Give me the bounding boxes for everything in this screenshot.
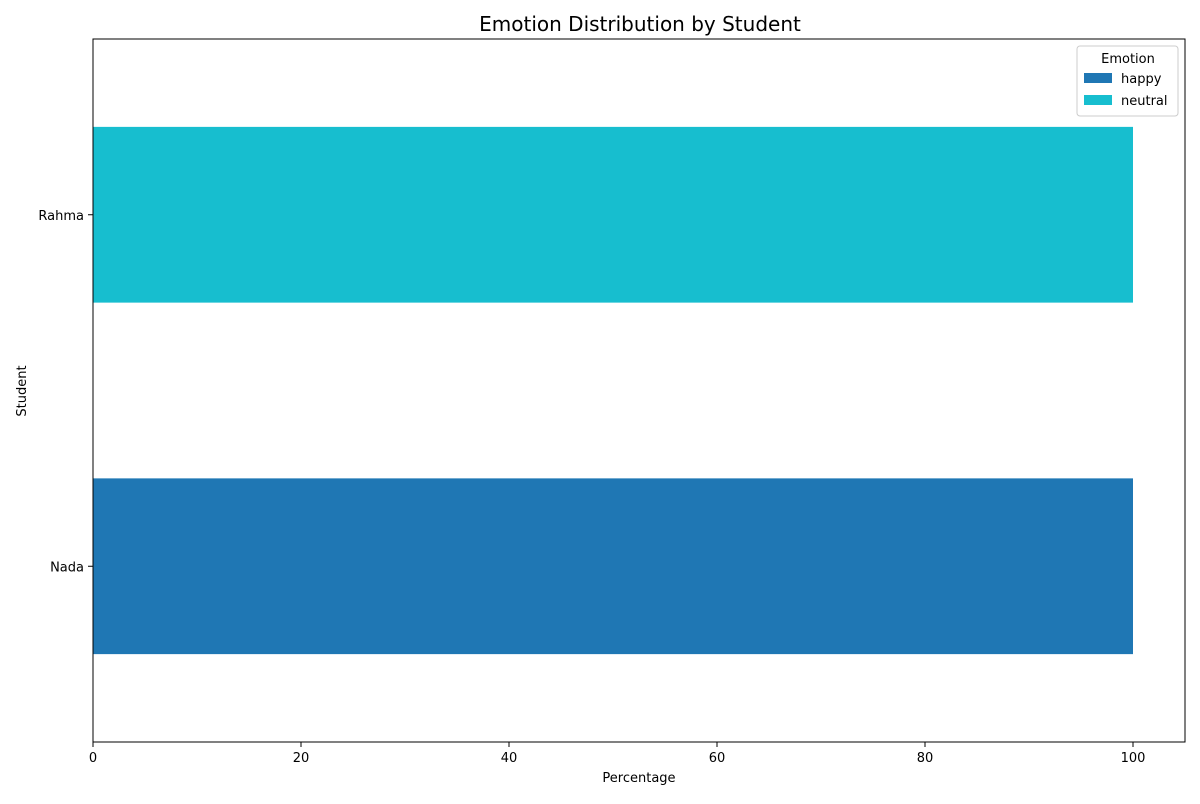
x-axis-ticks: 0 20 40 60 80 100: [89, 742, 1146, 766]
bar-nada-happy: [93, 478, 1133, 655]
legend-label-neutral: neutral: [1121, 94, 1168, 109]
chart-title: Emotion Distribution by Student: [479, 12, 801, 36]
bar-rahma-neutral: [93, 126, 1133, 303]
legend-swatch-neutral: [1084, 95, 1112, 105]
y-axis-label: Student: [15, 365, 30, 416]
x-tick-label: 20: [293, 751, 310, 766]
x-tick-label: 40: [501, 751, 518, 766]
plot-frame: [92, 38, 1186, 743]
x-tick-label: 100: [1121, 751, 1146, 766]
legend-swatch-happy: [1084, 73, 1112, 83]
x-tick-label: 80: [917, 751, 934, 766]
y-axis-ticks: Nada Rahma: [38, 209, 93, 575]
x-tick-label: 60: [709, 751, 726, 766]
legend: Emotion happy neutral: [1076, 45, 1179, 117]
legend-label-happy: happy: [1121, 72, 1162, 87]
y-tick-label-rahma: Rahma: [38, 209, 84, 224]
x-tick-label: 0: [89, 751, 97, 766]
y-tick-label-nada: Nada: [50, 560, 84, 575]
legend-title: Emotion: [1101, 52, 1155, 67]
x-axis-label: Percentage: [602, 771, 675, 786]
legend-entries: happy neutral: [1084, 72, 1168, 109]
bars-layer: [93, 126, 1133, 655]
